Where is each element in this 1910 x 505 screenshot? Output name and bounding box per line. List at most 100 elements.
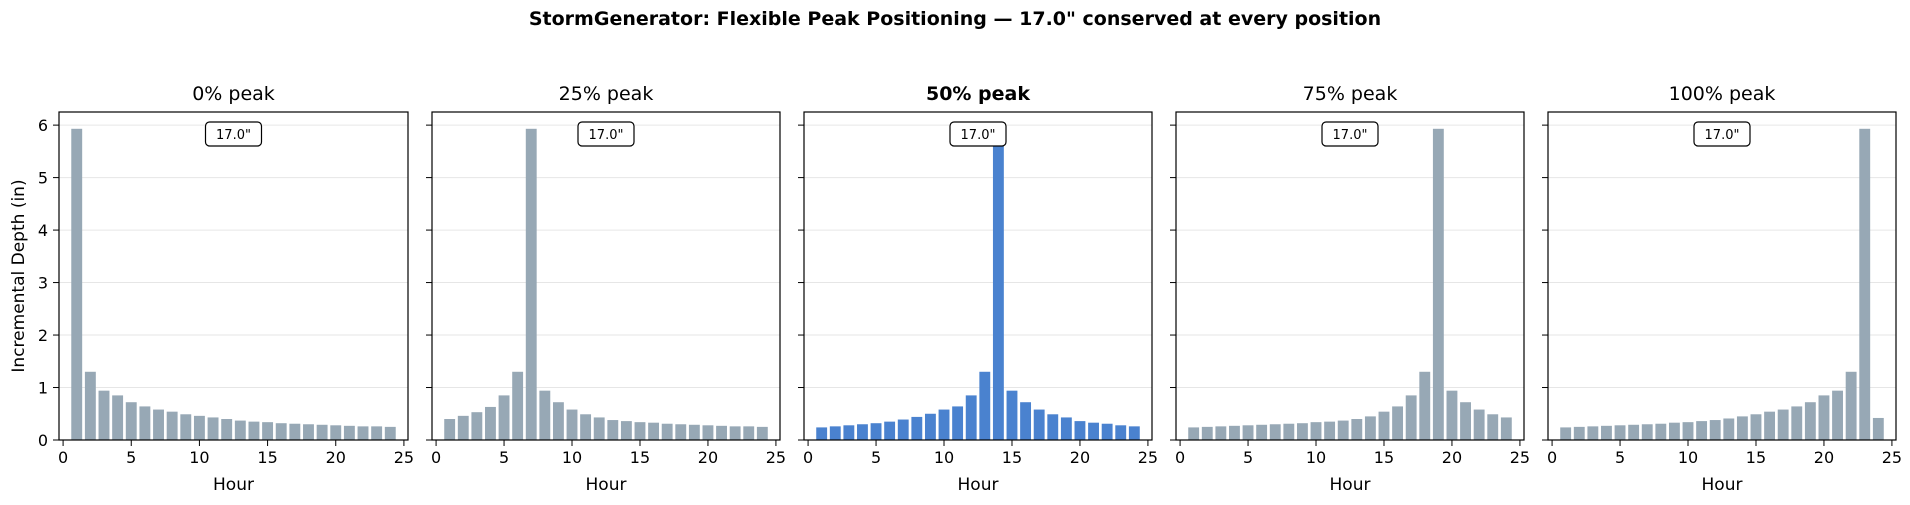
bar: [702, 425, 714, 440]
bar: [1128, 426, 1140, 440]
panel-title: 100% peak: [1669, 83, 1776, 105]
bar: [139, 406, 151, 440]
x-axis-label: Hour: [958, 475, 999, 495]
x-axis-label: Hour: [586, 475, 627, 495]
y-tick-label: 3: [38, 274, 48, 293]
bar: [1709, 420, 1721, 440]
bar: [620, 421, 632, 440]
bar: [1364, 416, 1376, 440]
x-tick-label: 25: [1510, 448, 1530, 467]
x-tick-label: 25: [1882, 448, 1902, 467]
bar: [1696, 421, 1708, 440]
bar: [153, 409, 164, 440]
bar: [1020, 402, 1032, 440]
bar: [593, 417, 605, 440]
bar: [634, 422, 646, 440]
bar: [816, 427, 828, 440]
x-tick-label: 25: [1138, 448, 1158, 467]
bar: [84, 371, 96, 440]
bar: [1378, 411, 1390, 440]
bar: [1655, 423, 1667, 440]
bar: [1573, 426, 1585, 440]
bar: [1310, 422, 1322, 440]
x-tick-label: 15: [1374, 448, 1394, 467]
bar: [444, 419, 456, 440]
bar: [566, 409, 578, 440]
bar: [289, 423, 301, 440]
figure-title: StormGenerator: Flexible Peak Positionin…: [528, 8, 1382, 30]
bar: [1392, 406, 1404, 440]
annotation-label: 17.0": [961, 128, 996, 143]
bar: [648, 422, 660, 440]
x-tick-label: 0: [1547, 448, 1557, 467]
bar: [498, 395, 510, 440]
bar: [234, 420, 246, 440]
x-tick-label: 10: [562, 448, 582, 467]
bar: [1628, 424, 1640, 440]
bar: [675, 424, 687, 440]
bar: [525, 128, 537, 441]
bar: [1560, 427, 1572, 440]
axes-frame: [431, 111, 781, 441]
bar: [1269, 424, 1281, 440]
bar: [1668, 422, 1680, 440]
annotation-label: 17.0": [216, 128, 251, 143]
x-axis-label: Hour: [1702, 475, 1743, 495]
bar: [1641, 424, 1653, 440]
bar: [125, 402, 137, 440]
panel-title: 25% peak: [559, 83, 654, 105]
bar: [924, 413, 936, 440]
bar: [262, 422, 274, 440]
panel-title: 0% peak: [192, 83, 275, 105]
bar: [1500, 417, 1512, 440]
y-tick-label: 4: [38, 221, 48, 240]
bar: [1601, 425, 1612, 440]
bar: [275, 423, 287, 440]
bar: [1074, 421, 1086, 440]
bar: [1006, 390, 1018, 440]
bar: [1872, 417, 1884, 440]
bar: [207, 417, 219, 440]
bar: [485, 406, 496, 440]
bar: [193, 415, 205, 440]
bar: [884, 421, 896, 440]
bar: [1750, 414, 1762, 440]
bar: [607, 420, 619, 440]
x-tick-label: 25: [766, 448, 786, 467]
x-tick-label: 15: [257, 448, 277, 467]
bar: [938, 409, 950, 440]
bar: [457, 415, 469, 440]
x-axis-label: Hour: [1330, 475, 1371, 495]
bar: [1337, 420, 1349, 440]
y-tick-label: 6: [38, 116, 48, 135]
bar: [98, 390, 110, 440]
bar: [729, 426, 741, 440]
x-tick-label: 0: [1175, 448, 1185, 467]
bar: [897, 419, 909, 440]
x-tick-label: 5: [1243, 448, 1253, 467]
x-tick-label: 25: [394, 448, 414, 467]
x-tick-label: 5: [126, 448, 136, 467]
axes-frame: [1547, 111, 1897, 441]
bar: [539, 390, 551, 440]
x-tick-label: 20: [1070, 448, 1090, 467]
bar: [1432, 128, 1444, 441]
x-tick-label: 0: [803, 448, 813, 467]
bar: [829, 426, 841, 440]
x-tick-label: 20: [698, 448, 718, 467]
bar: [1587, 426, 1599, 440]
bar: [1791, 406, 1803, 440]
bar: [857, 424, 868, 440]
x-axis-label: Hour: [213, 475, 254, 495]
bar: [1473, 409, 1485, 440]
bar: [1859, 128, 1871, 441]
bar: [580, 414, 592, 440]
y-tick-label: 5: [38, 169, 48, 188]
bar: [1419, 371, 1431, 440]
bar: [166, 411, 178, 440]
bar: [1242, 425, 1254, 440]
bar: [552, 402, 564, 440]
bar: [756, 426, 768, 440]
bar: [1682, 422, 1694, 440]
